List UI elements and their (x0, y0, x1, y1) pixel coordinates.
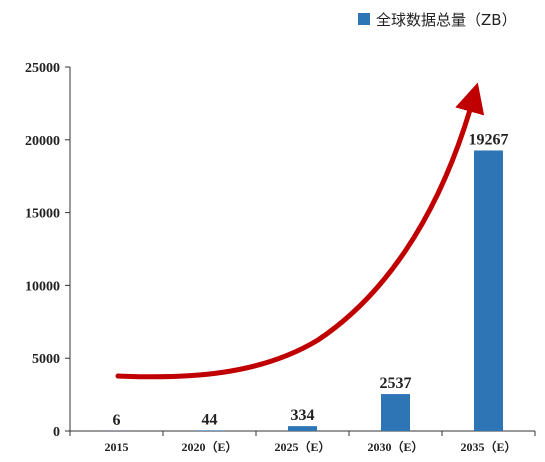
data-labels: 6 44 334 2537 19267 (113, 131, 509, 428)
legend-label: 全球数据总量（ZB） (376, 11, 517, 29)
x-tick-label: 2025（E） (274, 439, 330, 454)
y-tick-label: 15000 (25, 207, 60, 222)
bar (195, 430, 224, 431)
data-label: 44 (202, 411, 218, 428)
bar (288, 426, 317, 431)
x-tick-label: 2030（E） (367, 439, 423, 454)
legend-swatch (358, 13, 370, 25)
data-label: 19267 (469, 131, 509, 148)
x-tick-label: 2015 (105, 440, 129, 454)
trend-arrow (115, 82, 485, 380)
x-tick-label: 2020（E） (181, 439, 237, 454)
x-tick-label: 2035（E） (460, 439, 516, 454)
y-tick-label: 10000 (25, 279, 60, 294)
y-tick-label: 20000 (25, 134, 60, 149)
data-label: 2537 (380, 375, 412, 392)
y-tick-label: 25000 (25, 61, 60, 76)
y-tick-label: 0 (53, 425, 60, 440)
data-label: 334 (291, 407, 315, 424)
y-tick-label: 5000 (32, 352, 60, 367)
bar (474, 150, 503, 431)
y-ticks: 0 5000 10000 15000 20000 25000 (25, 61, 70, 440)
data-label: 6 (113, 412, 121, 429)
x-ticks: 2015 2020（E） 2025（E） 2030（E） 2035（E） (69, 431, 536, 454)
bars (102, 150, 503, 431)
bar (381, 394, 410, 431)
legend: 全球数据总量（ZB） (358, 11, 517, 29)
